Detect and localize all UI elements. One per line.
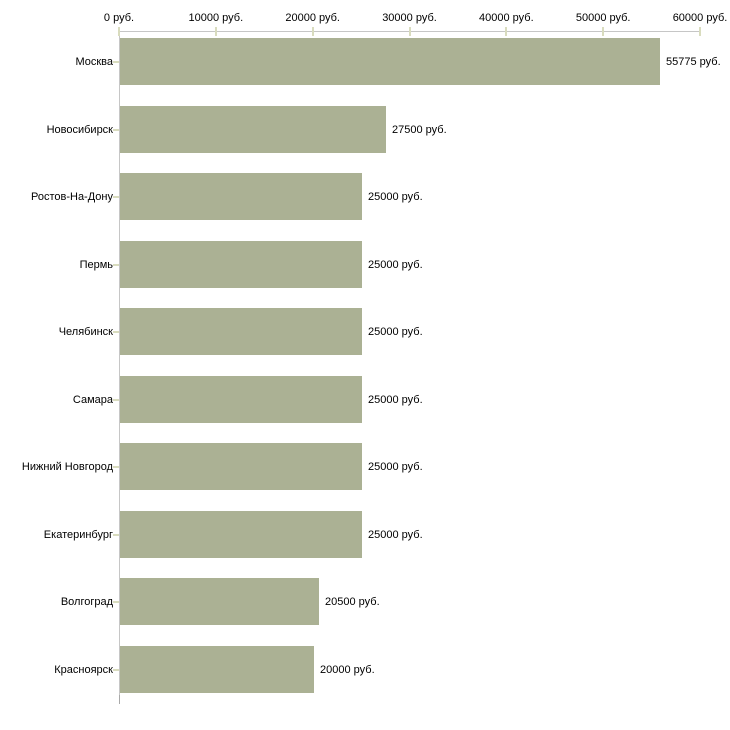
category-label: Волгоград	[60, 595, 113, 608]
x-tick-mark	[505, 27, 508, 36]
bar	[120, 578, 319, 625]
x-tick-label: 0 руб.	[103, 12, 135, 24]
x-tick-label: 40000 руб.	[479, 12, 534, 24]
y-tick-mark	[113, 533, 119, 536]
x-tick-label: 60000 руб.	[672, 12, 728, 24]
bar	[120, 173, 362, 220]
bar	[120, 646, 314, 693]
bar	[120, 38, 660, 85]
category-label: Самара	[72, 393, 113, 406]
bar	[120, 106, 386, 153]
category-label: Москва	[75, 55, 113, 68]
value-label: 20500 руб.	[325, 595, 380, 608]
y-tick-mark	[113, 398, 119, 401]
x-tick-label: 30000 руб.	[382, 12, 437, 24]
bar	[120, 511, 362, 558]
value-label: 20000 руб.	[320, 663, 375, 676]
value-label: 25000 руб.	[368, 190, 423, 203]
value-label: 55775 руб.	[666, 55, 721, 68]
y-axis-line	[119, 31, 120, 697]
x-tick-mark	[118, 27, 120, 36]
value-label: 25000 руб.	[368, 258, 423, 271]
category-label: Челябинск	[58, 325, 113, 338]
category-label: Красноярск	[54, 663, 113, 676]
x-tick-label: 10000 руб.	[188, 12, 244, 24]
x-tick-mark	[311, 27, 314, 36]
x-tick-mark	[214, 27, 217, 36]
bar	[120, 308, 362, 355]
category-label: Пермь	[79, 258, 113, 271]
category-label: Ростов-На-Дону	[30, 190, 113, 203]
bar	[120, 443, 362, 490]
x-tick-mark	[602, 27, 605, 36]
y-tick-mark	[113, 263, 119, 266]
bar	[120, 376, 362, 423]
x-tick-label: 50000 руб.	[575, 12, 631, 24]
category-label: Новосибирск	[46, 123, 113, 136]
y-tick-mark	[113, 330, 119, 333]
value-label: 25000 руб.	[368, 393, 423, 406]
y-tick-mark	[113, 128, 119, 131]
value-label: 25000 руб.	[368, 460, 423, 473]
x-tick-label: 20000 руб.	[285, 12, 340, 24]
y-tick-mark	[113, 465, 119, 468]
x-tick-mark	[699, 27, 701, 36]
y-tick-mark	[113, 600, 119, 603]
y-tick-mark	[113, 668, 119, 671]
y-tick-mark	[113, 60, 119, 63]
y-tick-mark	[113, 195, 119, 198]
y-axis-end-tick	[119, 695, 120, 704]
category-label: Нижний Новгород	[21, 460, 113, 473]
value-label: 25000 руб.	[368, 528, 423, 541]
category-label: Екатеринбург	[43, 528, 113, 541]
x-tick-mark	[408, 27, 411, 36]
value-label: 25000 руб.	[368, 325, 423, 338]
value-label: 27500 руб.	[392, 123, 447, 136]
bar	[120, 241, 362, 288]
